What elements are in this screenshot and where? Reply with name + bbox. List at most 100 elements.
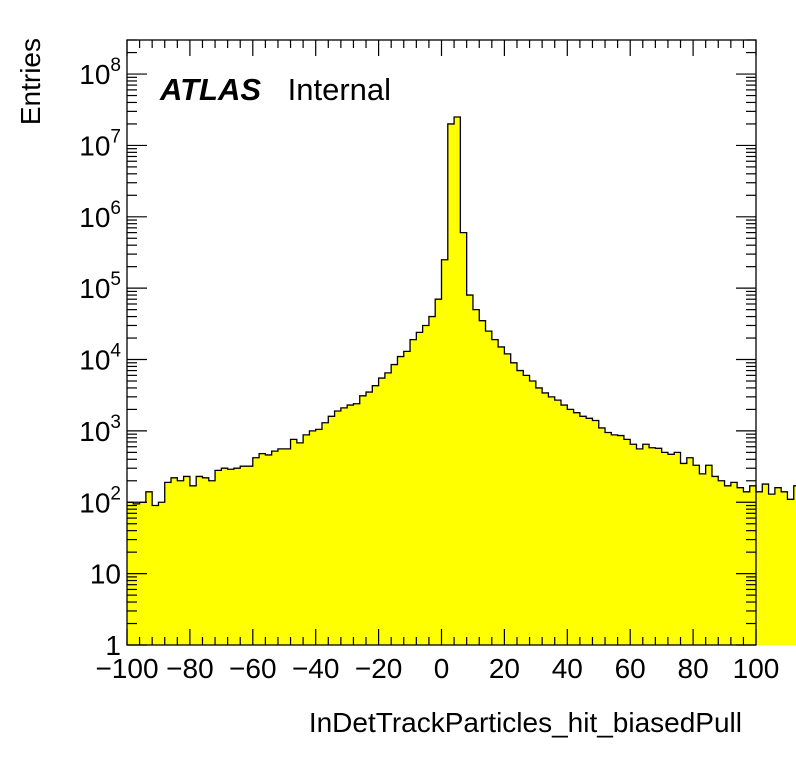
histogram-bar — [472, 309, 480, 645]
histogram-bar — [680, 463, 688, 645]
histogram-bar — [661, 452, 669, 645]
histogram-bar — [447, 123, 455, 645]
histogram-bar — [655, 448, 663, 645]
y-tick-label: 103 — [79, 412, 121, 447]
histogram-bar — [410, 339, 417, 645]
histogram-bar — [749, 485, 757, 645]
y-tick-label: 108 — [79, 55, 121, 90]
histogram-bar — [284, 448, 291, 645]
histogram-bar — [145, 491, 153, 645]
y-axis-ticks — [127, 39, 756, 646]
histogram-bar — [208, 480, 216, 645]
histogram-bar — [561, 405, 568, 645]
histogram-bar — [743, 491, 751, 645]
histogram-bar — [705, 465, 713, 645]
histogram-bar — [403, 351, 411, 645]
histogram-bar — [240, 466, 247, 645]
histogram-bar — [730, 482, 738, 645]
histogram-bar — [711, 476, 719, 645]
histogram-bar — [347, 405, 354, 645]
histogram-bar — [686, 457, 694, 645]
histogram-bar — [378, 378, 386, 645]
histogram-bar — [391, 364, 398, 645]
histogram-bar — [309, 430, 317, 645]
histogram-bar — [227, 469, 235, 645]
histogram-bar — [693, 465, 700, 645]
histogram-bar — [328, 416, 335, 645]
histogram-bar — [724, 485, 732, 645]
y-tick-label: 105 — [79, 269, 121, 304]
histogram-bar — [768, 494, 776, 645]
y-tick-label: 102 — [79, 483, 121, 518]
histogram-bar — [164, 482, 172, 645]
histogram-bar — [303, 434, 310, 645]
histogram-bar — [366, 392, 373, 645]
histogram-bar — [384, 372, 392, 645]
histogram-bar — [233, 468, 241, 645]
histogram-bar — [428, 316, 436, 645]
histogram-bar — [781, 491, 788, 645]
histogram-bar — [787, 499, 795, 645]
histogram-bar — [529, 381, 537, 645]
x-tick-label: 0 — [434, 653, 450, 684]
histogram-bar — [454, 117, 461, 645]
atlas-label: ATLAS Internal — [159, 72, 391, 107]
histogram-bar — [315, 429, 323, 645]
y-tick-label: 106 — [79, 198, 121, 233]
histogram-bar — [535, 387, 543, 645]
histogram-bar — [133, 503, 140, 645]
histogram-outline — [127, 116, 796, 507]
histogram-bar — [642, 444, 650, 645]
histogram-bar — [592, 420, 600, 645]
histogram-bar — [158, 502, 166, 645]
histogram-bar — [215, 470, 222, 645]
x-tick-label: 80 — [678, 653, 709, 684]
histogram-bar — [334, 411, 342, 645]
y-tick-label: 104 — [79, 341, 121, 376]
histogram-bar — [774, 487, 782, 645]
histogram-bar — [296, 442, 304, 645]
histogram-bar — [737, 487, 744, 645]
histogram-bar — [567, 409, 574, 645]
histogram-bar — [598, 427, 606, 645]
histogram-bar — [793, 485, 796, 645]
histogram-bar — [265, 454, 273, 645]
histogram-bar — [290, 439, 298, 645]
histogram-bar — [416, 332, 424, 645]
histogram-bar — [498, 346, 505, 645]
histogram-bar — [762, 484, 769, 645]
histogram-bar — [611, 434, 619, 645]
histogram-bar — [617, 435, 625, 645]
histogram-bar — [152, 505, 159, 645]
histogram-bar — [586, 418, 593, 645]
histogram-bar — [699, 473, 707, 645]
histogram-bar — [667, 454, 675, 645]
histogram-bar — [579, 416, 587, 645]
histogram-bar — [504, 353, 512, 645]
histogram-bar — [171, 477, 178, 645]
histogram-bar — [177, 480, 185, 645]
x-axis-label: InDetTrackParticles_hit_biasedPull — [309, 707, 742, 738]
histogram-bar — [397, 356, 405, 645]
histogram-bar — [649, 447, 656, 645]
y-tick-label: 1 — [105, 630, 121, 661]
histogram-bar — [259, 453, 266, 645]
x-tick-label: 20 — [489, 653, 520, 684]
histogram-bar — [183, 476, 191, 645]
histogram-bar — [756, 491, 763, 645]
histogram-bar — [485, 331, 493, 645]
histogram-bar — [674, 452, 681, 645]
histogram-bar — [460, 232, 468, 645]
histogram-bar — [340, 407, 348, 645]
x-axis-ticks — [126, 40, 757, 645]
histogram-bar — [623, 439, 631, 645]
x-tick-label: −20 — [355, 653, 403, 684]
x-tick-label: −100 — [95, 653, 158, 684]
histogram-bar — [359, 395, 367, 645]
histogram-bar — [510, 362, 518, 645]
histogram-bar — [441, 259, 449, 645]
histogram-bar — [466, 295, 474, 645]
y-tick-label: 10 — [90, 559, 121, 590]
histogram-bar — [435, 299, 442, 645]
